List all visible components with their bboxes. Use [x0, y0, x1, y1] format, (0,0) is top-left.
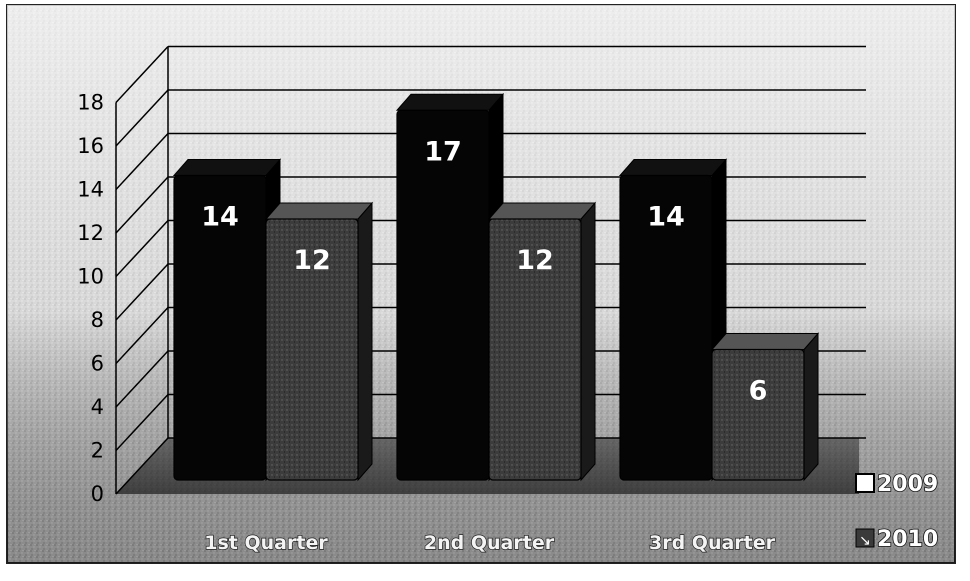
gridline-diagonal	[115, 306, 169, 365]
legend: 2009 ↘ 2010	[855, 471, 939, 553]
x-tick-label: 2nd Quarter	[424, 532, 555, 554]
svg-text:↘: ↘	[859, 533, 871, 549]
x-tick-label: 3rd Quarter	[649, 532, 776, 554]
bar-2010-0: 12	[264, 201, 374, 482]
y-tick-label: 8	[91, 308, 104, 332]
data-label: 12	[293, 245, 331, 276]
data-label: 12	[516, 245, 554, 276]
gridline-diagonal	[115, 263, 169, 321]
data-label: 6	[749, 376, 768, 407]
legend-swatch-2009	[855, 473, 875, 493]
gridline-diagonal	[115, 89, 169, 147]
gridline-diagonal	[115, 176, 169, 234]
gridline-diagonal	[115, 437, 169, 495]
bar-2009-0: 14	[172, 158, 282, 482]
gridline-diagonal	[115, 132, 169, 191]
legend-label-2009: 2009	[877, 472, 938, 497]
data-label: 17	[424, 136, 462, 167]
gridline-diagonal	[115, 393, 169, 452]
data-label: 14	[201, 202, 239, 233]
y-tick-label: 12	[77, 221, 104, 245]
chart-container: 14 12 17 12 14 6 0 2 4 6 8 10 12 14 16 18 1st Quarter 2…	[6, 4, 956, 564]
bar-2010-1: 12	[487, 201, 597, 482]
bar-chart: 14 12 17 12 14 6 0 2 4 6 8 10 12 14 16 18 1st Quarter 2…	[6, 4, 956, 564]
gridline-diagonal	[115, 45, 169, 104]
y-tick-label: 18	[77, 91, 104, 115]
bar-2009-2: 14	[618, 158, 728, 482]
bar-2010-2: 6	[710, 332, 820, 482]
gridline-diagonal	[115, 219, 169, 278]
gridline-diagonal	[115, 350, 169, 408]
legend-swatch-2010	[855, 528, 875, 548]
legend-label-2010: 2010	[877, 527, 938, 552]
y-tick-label: 0	[91, 482, 104, 506]
x-tick-label: 1st Quarter	[204, 532, 328, 554]
bar-2009-1: 17	[395, 92, 505, 482]
y-tick-label: 6	[91, 352, 104, 376]
y-tick-label: 4	[91, 395, 104, 419]
y-tick-label: 14	[77, 178, 104, 202]
y-tick-label: 16	[77, 134, 104, 158]
y-tick-label: 2	[91, 439, 104, 463]
data-label: 14	[647, 202, 685, 233]
y-tick-label: 10	[77, 265, 104, 289]
